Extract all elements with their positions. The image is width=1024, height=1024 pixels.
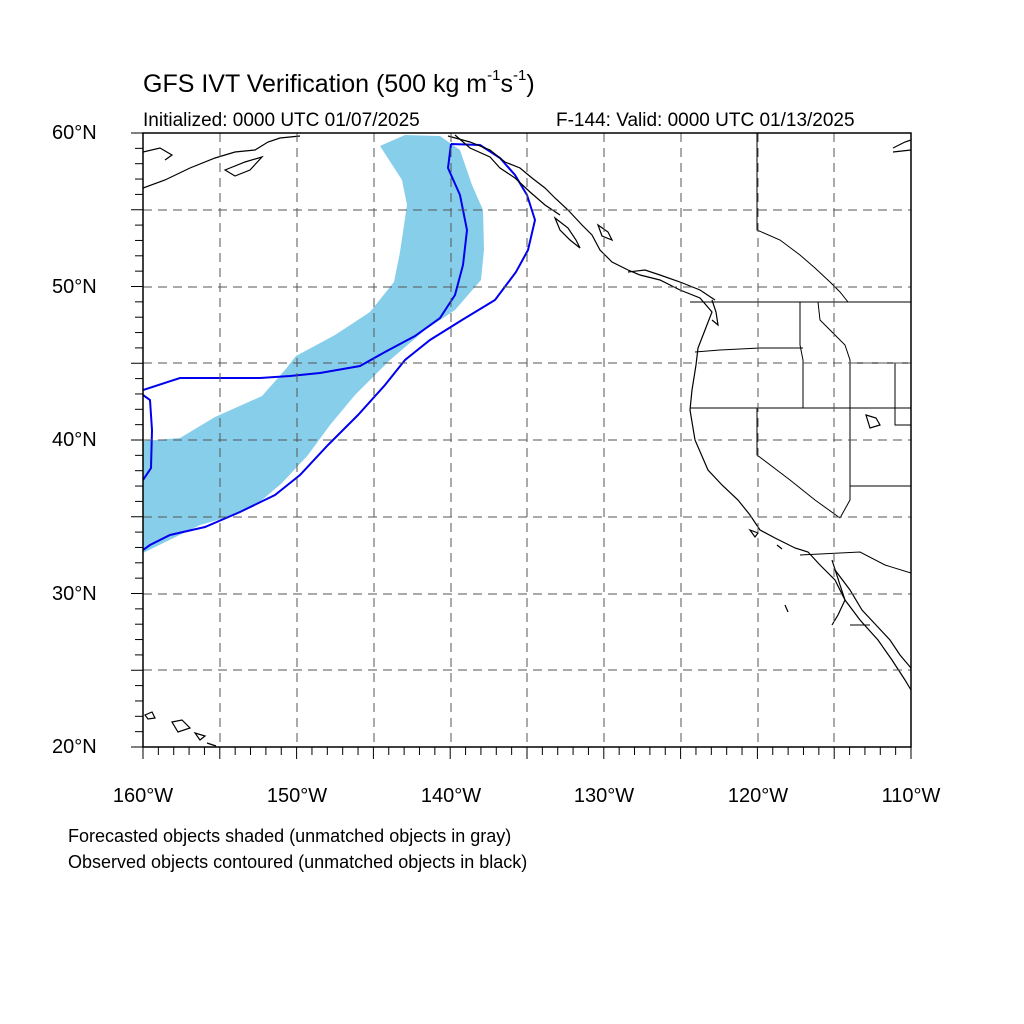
lat-label-30n: 30°N [52, 583, 97, 605]
valid-time: F-144: Valid: 0000 UTC 01/13/2025 [556, 110, 855, 131]
tick-marks [131, 132, 912, 759]
lat-label-40n: 40°N [52, 429, 97, 451]
forecast-object [143, 135, 484, 553]
grid [143, 133, 911, 747]
chart-title: GFS IVT Verification (500 kg m-1s-1) [143, 67, 535, 99]
title-mid: s [500, 70, 513, 98]
lon-label-120w: 120°W [727, 785, 789, 807]
title-exponent-2: -1 [512, 67, 527, 84]
lat-label-20n: 20°N [52, 736, 97, 758]
lat-label-60n: 60°N [52, 122, 97, 144]
title-main: GFS IVT Verification (500 kg m [143, 70, 488, 98]
lon-label-150w: 150°W [266, 785, 328, 807]
lon-label-130w: 130°W [573, 785, 635, 807]
coastlines [143, 134, 911, 747]
lon-label-110w: 110°W [881, 785, 941, 807]
title-exponent-1: -1 [487, 67, 501, 84]
lon-label-160w: 160°W [112, 785, 174, 807]
lat-label-50n: 50°N [52, 276, 97, 298]
footer-forecast-note: Forecasted objects shaded (unmatched obj… [68, 826, 512, 846]
lon-label-140w: 140°W [420, 785, 482, 807]
borders [690, 133, 911, 626]
title-end: ) [526, 70, 535, 98]
footer-observed-note: Observed objects contoured (unmatched ob… [68, 852, 528, 872]
init-time: Initialized: 0000 UTC 01/07/2025 [143, 110, 420, 131]
observed-contour [143, 143, 537, 551]
